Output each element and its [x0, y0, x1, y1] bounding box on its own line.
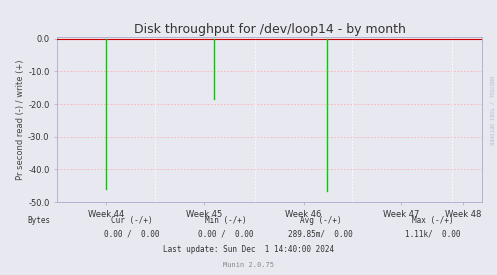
Text: Max (-/+): Max (-/+) [412, 216, 453, 225]
Y-axis label: Pr second read (-) / write (+): Pr second read (-) / write (+) [16, 59, 25, 180]
Text: Min (-/+): Min (-/+) [205, 216, 247, 225]
Title: Disk throughput for /dev/loop14 - by month: Disk throughput for /dev/loop14 - by mon… [134, 23, 406, 36]
Text: Bytes: Bytes [27, 216, 51, 225]
Text: 0.00 /  0.00: 0.00 / 0.00 [104, 230, 160, 239]
Text: 1.11k/  0.00: 1.11k/ 0.00 [405, 230, 460, 239]
Text: Avg (-/+): Avg (-/+) [300, 216, 341, 225]
Text: Munin 2.0.75: Munin 2.0.75 [223, 262, 274, 268]
Text: Cur (-/+): Cur (-/+) [111, 216, 153, 225]
Text: 289.85m/  0.00: 289.85m/ 0.00 [288, 230, 353, 239]
Text: RRDTOOL / TOBI OETIKER: RRDTOOL / TOBI OETIKER [489, 76, 494, 144]
Text: 0.00 /  0.00: 0.00 / 0.00 [198, 230, 254, 239]
Text: Last update: Sun Dec  1 14:40:00 2024: Last update: Sun Dec 1 14:40:00 2024 [163, 245, 334, 254]
